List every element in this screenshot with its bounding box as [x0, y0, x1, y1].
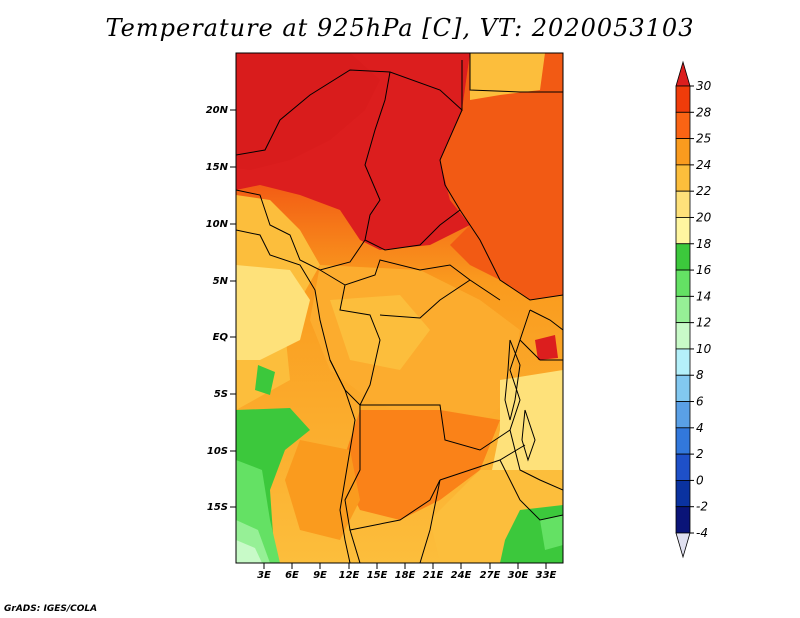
colorbar-label: 6 [696, 395, 704, 409]
colorbar-label: 8 [696, 368, 704, 382]
colorbar-segment [675, 480, 691, 508]
country-borders [236, 53, 563, 563]
colorbar-segment [675, 164, 691, 192]
plot-title: Temperature at 925hPa [C], VT: 202005310… [105, 14, 695, 42]
colorbar-segment [675, 427, 691, 455]
colorbar-segment [675, 138, 691, 166]
lon-tick-label: 3E [257, 570, 271, 581]
lon-tick-label: 15E [367, 570, 388, 581]
grads-credit: GrADS: IGES/COLA [4, 604, 98, 614]
lat-tick-label: 20N [206, 105, 229, 116]
colorbar-label: 10 [696, 342, 712, 356]
lon-tick-label: 9E [313, 570, 327, 581]
coastline [236, 229, 356, 563]
colorbar-label: 20 [696, 210, 712, 224]
lat-tick-label: EQ [213, 332, 229, 343]
colorbar-segment [675, 401, 691, 429]
lat-tick-label: 10S [207, 446, 228, 457]
colorbar-label: -4 [696, 526, 708, 540]
lon-tick-label: 21E [423, 570, 444, 581]
colorbar-segment [675, 111, 691, 139]
colorbar-label: -2 [696, 500, 708, 514]
colorbar-segment [675, 348, 691, 376]
colorbar-label: 18 [696, 237, 712, 251]
colorbar-label: 2 [696, 447, 704, 461]
colorbar-label: 25 [696, 132, 711, 146]
lat-tick-label: 5N [213, 276, 229, 287]
colorbar-segment [675, 453, 691, 481]
lake-tanganyika [504, 339, 521, 421]
colorbar-label: 14 [696, 289, 711, 303]
lon-tick-label: 6E [285, 570, 299, 581]
colorbar-segment [675, 506, 691, 534]
colorbar-segment [675, 322, 691, 350]
lon-tick-label: 33E [536, 570, 557, 581]
colorbar-label: 30 [696, 79, 712, 93]
colorbar-segment [675, 269, 691, 297]
lat-axis: 20N 15N 10N 5N EQ 5S 10S 15S [206, 105, 236, 513]
colorbar-segment [675, 243, 691, 271]
colorbar-segment [675, 85, 691, 113]
lat-tick-label: 5S [214, 389, 228, 400]
lon-tick-label: 12E [339, 570, 360, 581]
lat-tick-label: 15S [207, 502, 228, 513]
lon-tick-label: 18E [395, 570, 416, 581]
colorbar-label: 24 [696, 158, 711, 172]
lon-tick-label: 30E [508, 570, 529, 581]
lake-malawi [521, 409, 536, 462]
colorbar-segment [675, 532, 691, 559]
colorbar-label: 4 [696, 421, 704, 435]
colorbar-segment [675, 374, 691, 402]
map-frame [235, 52, 564, 564]
lon-tick-label: 27E [480, 570, 501, 581]
colorbar-label: 12 [696, 316, 711, 330]
lat-tick-label: 10N [206, 219, 229, 230]
colorbar-segment [675, 60, 691, 87]
colorbar-label: 28 [696, 105, 712, 119]
lon-tick-label: 24E [451, 570, 472, 581]
lat-tick-label: 15N [206, 162, 229, 173]
colorbar-label: 22 [696, 184, 711, 198]
colorbar-label: 16 [696, 263, 712, 277]
colorbar-segment [675, 190, 691, 218]
colorbar-segment [675, 217, 691, 245]
colorbar-label: 0 [696, 473, 704, 487]
colorbar-segment [675, 295, 691, 324]
lon-axis: 3E 6E 9E 12E 15E 18E 21E 24E 27E 30E 33E [257, 563, 557, 581]
temperature-field [236, 53, 563, 563]
